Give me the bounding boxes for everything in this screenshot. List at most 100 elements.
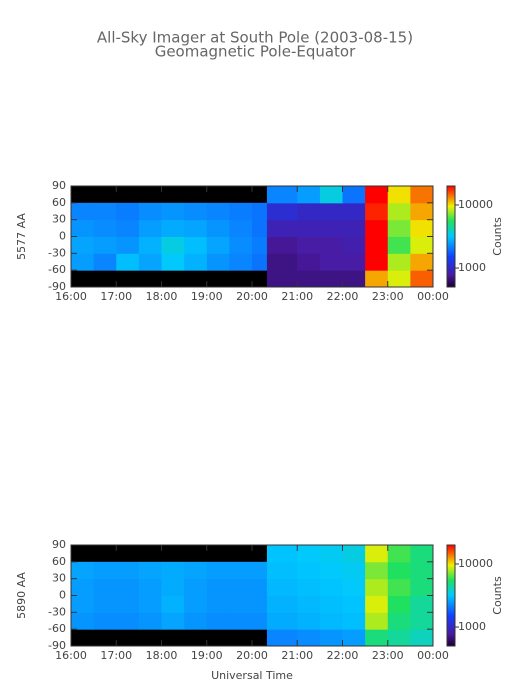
y-tick-label: -90 [48, 280, 66, 293]
heatmap-cell [297, 186, 321, 204]
heatmap-cell [184, 595, 208, 613]
x-tick-label: 23:00 [372, 649, 404, 662]
heatmap-cell [116, 236, 140, 254]
heatmap-cell [410, 612, 434, 630]
heatmap-cell [252, 219, 268, 237]
heatmap-cell [229, 253, 253, 271]
heatmap-cell [229, 595, 253, 613]
heatmap-cell [71, 236, 95, 254]
heatmap-cell [116, 253, 140, 271]
heatmap-cell [342, 561, 366, 580]
y-tick-label: -30 [48, 246, 66, 259]
heatmap-cell [252, 612, 268, 630]
x-tick-label: 19:00 [191, 649, 223, 662]
heatmap-cell [297, 219, 321, 237]
x-tick-label: 16:00 [55, 649, 87, 662]
heatmap-cell [184, 578, 208, 596]
heatmap-cell [387, 202, 411, 221]
colorbar-label: Counts [491, 217, 504, 256]
heatmap-cell [266, 202, 298, 221]
heatmap-cell [410, 186, 434, 204]
heatmap-cell [71, 595, 95, 613]
heatmap-cell [206, 595, 230, 613]
heatmap-cell [93, 595, 117, 613]
heatmap-cell [161, 219, 185, 237]
heatmap-cell [138, 578, 162, 596]
y-tick-label: 30 [52, 213, 66, 226]
heatmap-cell [93, 578, 117, 596]
heatmap-cell [319, 186, 343, 204]
heatmap-cell [229, 219, 253, 237]
heatmap-cell [365, 578, 389, 596]
colorbar-label: Counts [491, 576, 504, 615]
heatmap-cell [410, 219, 434, 237]
heatmap-cell [319, 202, 343, 221]
heatmap-cell [297, 561, 321, 580]
y-tick-label: 0 [59, 230, 66, 243]
heatmap-cell [342, 236, 366, 254]
heatmap-cell [184, 219, 208, 237]
heatmap-cell [184, 561, 208, 580]
heatmap-cell [138, 236, 162, 254]
heatmap-cell [266, 545, 298, 563]
heatmap-cell [387, 219, 411, 237]
heatmap-cell [116, 578, 140, 596]
heatmap-cell [365, 629, 389, 647]
heatmap-cell [266, 595, 298, 613]
heatmap-cell [206, 202, 230, 221]
x-tick-label: 00:00 [417, 649, 449, 662]
heatmap-cell [184, 253, 208, 271]
heatmap-cell [161, 253, 185, 271]
heatmap-cell [387, 595, 411, 613]
heatmap-cell [138, 561, 162, 580]
heatmap-cell [184, 612, 208, 630]
heatmap-cell [71, 561, 95, 580]
y-tick-label: 0 [59, 589, 66, 602]
heatmap-cell [319, 578, 343, 596]
colorbar-tick-label: 1000 [458, 261, 486, 274]
heatmap-cell [266, 629, 298, 647]
y-tick-label: -60 [48, 622, 66, 635]
heatmap-cell [93, 236, 117, 254]
heatmap-cell [71, 612, 95, 630]
heatmap-cell [365, 186, 389, 204]
x-tick-label: 23:00 [372, 290, 404, 303]
heatmap-cell [71, 578, 95, 596]
heatmap-cell [252, 595, 268, 613]
heatmap-cell [161, 202, 185, 221]
heatmap-cell [342, 629, 366, 647]
heatmap-cell [266, 578, 298, 596]
x-tick-label: 17:00 [100, 290, 132, 303]
heatmap-cell [365, 545, 389, 563]
x-tick-label: 19:00 [191, 290, 223, 303]
heatmap-cell [93, 612, 117, 630]
heatmap-cell [387, 578, 411, 596]
heatmap-cell [365, 595, 389, 613]
heatmap-cell [252, 236, 268, 254]
y-tick-label: 90 [52, 179, 66, 192]
heatmap-cell [342, 578, 366, 596]
y-tick-label: 60 [52, 555, 66, 568]
heatmap-cell [297, 578, 321, 596]
heatmap-cell [342, 595, 366, 613]
colorbar-tick-label: 1000 [458, 620, 486, 633]
heatmap-cell [342, 612, 366, 630]
heatmap-cell [252, 253, 268, 271]
heatmap-cell [387, 253, 411, 271]
heatmap-cell [266, 236, 298, 254]
x-tick-label: 21:00 [281, 290, 313, 303]
heatmap-cell [206, 219, 230, 237]
y-tick-label: -90 [48, 639, 66, 652]
heatmap-cell [319, 236, 343, 254]
heatmap-cell [116, 202, 140, 221]
heatmap-cell [365, 612, 389, 630]
heatmap-cell [71, 202, 95, 221]
heatmap-cell [410, 561, 434, 580]
y-tick-label: 60 [52, 196, 66, 209]
heatmap-cell [229, 236, 253, 254]
heatmap-cell [365, 236, 389, 254]
heatmap-cell [319, 612, 343, 630]
heatmap-cell [138, 253, 162, 271]
heatmap-cell [410, 545, 434, 563]
heatmap-cell [342, 186, 366, 204]
